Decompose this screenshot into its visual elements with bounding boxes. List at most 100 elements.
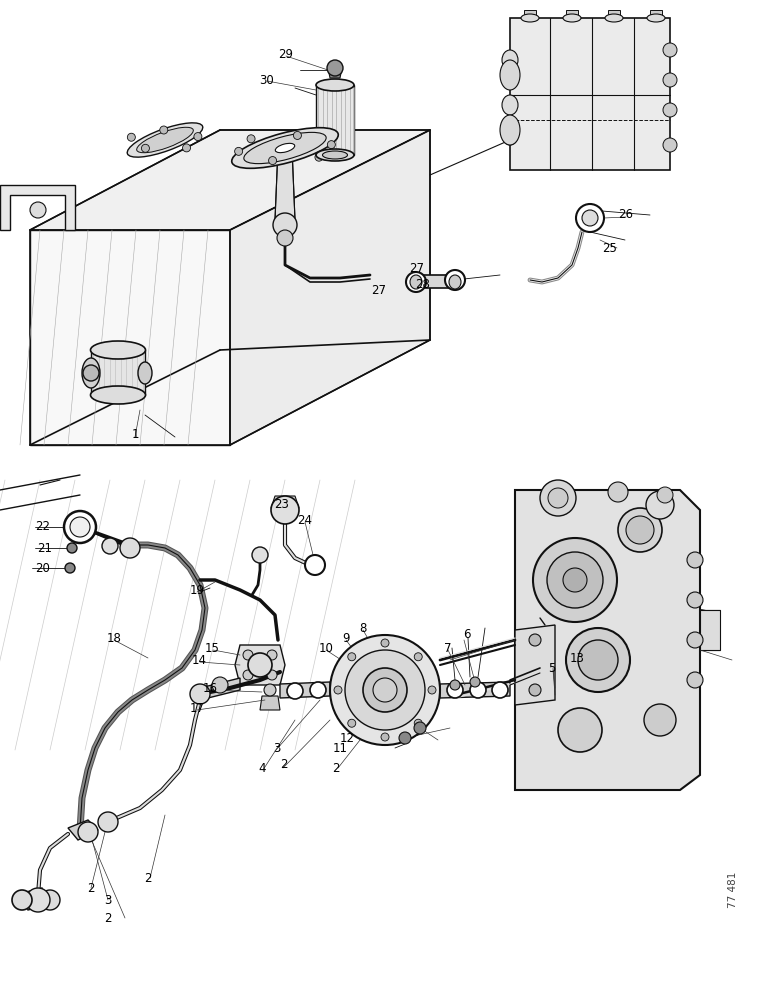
Circle shape [160,126,168,134]
Polygon shape [91,350,145,395]
Circle shape [269,157,276,165]
Polygon shape [235,645,285,685]
Polygon shape [30,230,230,445]
Ellipse shape [449,275,461,289]
Text: 3: 3 [104,894,112,906]
Text: 4: 4 [259,762,266,774]
Ellipse shape [500,60,520,90]
Circle shape [30,202,46,218]
Text: 7: 7 [444,642,452,654]
Circle shape [529,634,541,646]
Ellipse shape [127,123,203,157]
Circle shape [381,733,389,741]
Polygon shape [230,130,430,445]
Text: 23: 23 [274,498,290,512]
Circle shape [267,650,277,660]
Circle shape [618,508,662,552]
Circle shape [83,365,99,381]
Text: 27: 27 [371,284,386,296]
Circle shape [310,682,326,698]
Text: 15: 15 [205,642,220,654]
Circle shape [271,496,299,524]
Circle shape [293,131,301,139]
Text: 27: 27 [409,261,425,274]
Circle shape [190,684,210,704]
Text: 1: 1 [131,428,139,442]
Circle shape [327,60,343,76]
Text: 18: 18 [107,632,122,645]
Circle shape [141,144,150,152]
Ellipse shape [605,14,623,22]
Circle shape [102,538,118,554]
Text: 3: 3 [273,742,280,754]
Polygon shape [275,148,295,220]
Text: 5: 5 [548,662,556,674]
Circle shape [264,684,276,696]
Polygon shape [0,185,75,230]
Circle shape [373,678,397,702]
Circle shape [450,680,460,690]
Polygon shape [515,625,555,705]
Circle shape [381,639,389,647]
Circle shape [492,682,508,698]
Circle shape [120,538,140,558]
Circle shape [608,482,628,502]
Polygon shape [700,610,720,650]
Ellipse shape [90,341,145,359]
Polygon shape [416,275,455,288]
Text: 21: 21 [37,542,52,554]
Ellipse shape [316,79,354,91]
Circle shape [98,812,118,832]
Circle shape [248,653,272,677]
Circle shape [566,628,630,692]
Circle shape [347,719,356,727]
Ellipse shape [500,115,520,145]
Text: 2: 2 [332,762,340,774]
Ellipse shape [138,362,152,384]
Circle shape [470,682,486,698]
Circle shape [576,204,604,232]
Circle shape [540,480,576,516]
Text: 30: 30 [259,74,274,87]
Text: 8: 8 [359,621,367,635]
Circle shape [663,43,677,57]
Ellipse shape [647,14,665,22]
Polygon shape [608,10,620,18]
Circle shape [646,491,674,519]
Circle shape [194,133,202,141]
Polygon shape [328,68,342,78]
Circle shape [327,141,335,149]
Circle shape [287,683,303,699]
Text: 13: 13 [570,652,585,664]
Circle shape [547,552,603,608]
Circle shape [345,650,425,730]
Circle shape [64,511,96,543]
Circle shape [243,650,253,660]
Text: 14: 14 [191,654,207,666]
Circle shape [67,543,77,553]
Ellipse shape [232,128,338,168]
Circle shape [305,555,325,575]
Polygon shape [440,682,510,698]
Circle shape [243,670,253,680]
Circle shape [399,732,411,744]
Circle shape [644,704,676,736]
Text: 12: 12 [340,732,355,744]
Polygon shape [200,678,240,700]
Circle shape [663,138,677,152]
Polygon shape [650,10,662,18]
Circle shape [330,635,440,745]
Ellipse shape [244,132,326,164]
Text: 16: 16 [202,682,218,694]
Circle shape [663,103,677,117]
Polygon shape [280,682,330,698]
Circle shape [26,888,50,912]
Circle shape [687,552,703,568]
Text: 17: 17 [189,702,205,714]
Text: 77 481: 77 481 [728,872,738,908]
Ellipse shape [90,386,145,404]
Circle shape [315,153,323,161]
Text: 19: 19 [189,584,205,596]
Circle shape [70,517,90,537]
Ellipse shape [521,14,539,22]
